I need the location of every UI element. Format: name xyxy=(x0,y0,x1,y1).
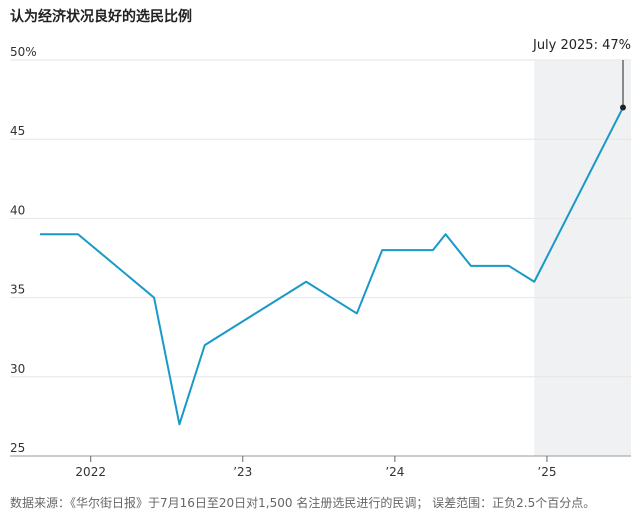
y-tick-label: 35 xyxy=(10,283,25,297)
x-tick-label: ’25 xyxy=(537,465,556,479)
annotation: July 2025: 47% xyxy=(532,38,631,111)
x-tick-label: 2022 xyxy=(75,465,106,479)
y-tick-label: 25 xyxy=(10,441,25,455)
series-line xyxy=(40,107,624,426)
annotation-label: July 2025: 47% xyxy=(532,38,631,53)
x-tick-label: ’24 xyxy=(385,465,404,479)
y-tick-label: 45 xyxy=(10,124,25,138)
annotation-point xyxy=(620,104,626,111)
source-note: 数据来源：《华尔街日报》于7月16日至20日对1,500 名注册选民进行的民调；… xyxy=(10,496,596,510)
gridlines xyxy=(10,59,631,378)
highlight-region xyxy=(534,60,631,456)
y-axis-labels: 50% 45 40 35 30 25 xyxy=(10,45,37,455)
x-tick-label: ’23 xyxy=(233,465,252,479)
x-axis: 2022 ’23 ’24 ’25 xyxy=(10,455,631,479)
y-tick-label: 30 xyxy=(10,362,25,376)
y-tick-label: 40 xyxy=(10,203,25,217)
y-tick-label: 50% xyxy=(10,45,37,59)
chart-title: 认为经济状况良好的选民比例 xyxy=(10,9,192,25)
